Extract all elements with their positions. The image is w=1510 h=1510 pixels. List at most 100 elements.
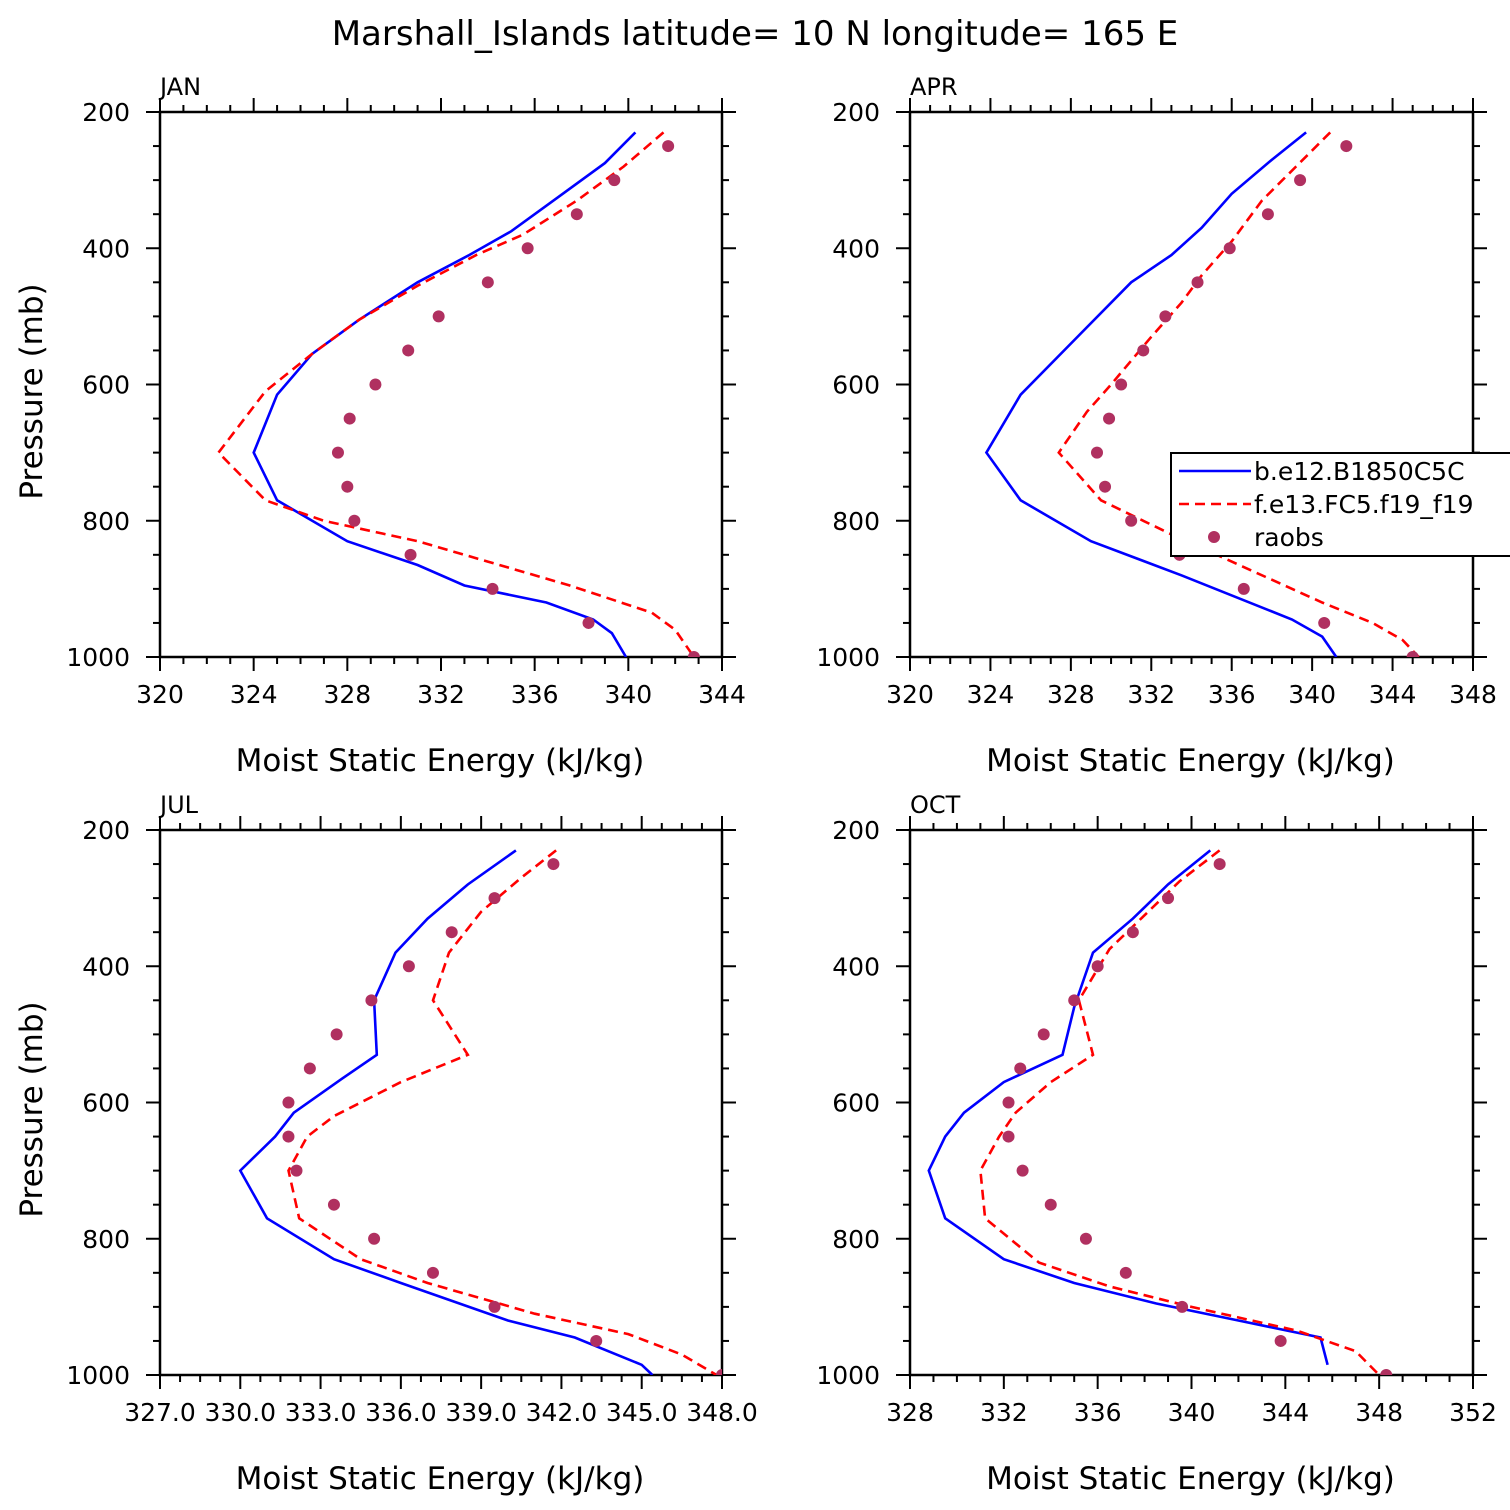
raobs-point: [1125, 514, 1138, 527]
x-tick-label: 348: [1355, 1398, 1403, 1427]
series-line-b-e12: [927, 849, 1329, 1366]
x-tick-label: 336: [1074, 1398, 1122, 1427]
y-tick-label: 200: [82, 98, 130, 127]
raobs-point: [282, 1130, 295, 1143]
raobs-point: [343, 412, 356, 425]
y-tick-label: 200: [832, 816, 880, 845]
y-tick-label: 800: [832, 1225, 880, 1254]
raobs-point: [1162, 892, 1175, 905]
y-tick-label: 800: [82, 1225, 130, 1254]
x-tick-label: 344: [1369, 680, 1417, 709]
raobs-point: [1340, 140, 1353, 153]
y-tick-label: 800: [82, 507, 130, 536]
x-tick-label: 348.0: [686, 1398, 758, 1427]
raobs-point: [303, 1062, 316, 1075]
series-line-f-e13: [287, 849, 718, 1375]
raobs-point: [1103, 412, 1116, 425]
x-tick-label: 336: [511, 680, 559, 709]
raobs-point: [1016, 1164, 1029, 1177]
raobs-point: [481, 276, 494, 289]
x-tick-label: 336: [1208, 680, 1256, 709]
raobs-point: [1002, 1096, 1015, 1109]
series-line-b-e12: [238, 849, 654, 1375]
y-tick-label: 800: [832, 507, 880, 536]
raobs-point: [365, 994, 378, 1007]
raobs-point: [590, 1334, 603, 1347]
panel-jul: 327.0 330.0 333.0 336.0 339.0 342.0 345.0 348.0…: [14, 791, 758, 1497]
raobs-point: [432, 310, 445, 323]
x-axis-label: Moist Static Energy (kJ/kg): [986, 1461, 1395, 1497]
raobs-point: [426, 1266, 439, 1279]
figure-title: Marshall_Islands latitude= 10 N longitud…: [332, 14, 1179, 54]
y-tick-label: 1000: [816, 643, 880, 672]
raobs-point: [1014, 1062, 1027, 1075]
x-tick-label: 320: [886, 680, 934, 709]
x-tick-label: 340: [1288, 680, 1336, 709]
raobs-point: [488, 892, 501, 905]
y-axis-label: Pressure (mb): [14, 283, 50, 499]
series-line-b-e12: [984, 131, 1338, 657]
x-tick-label: 330.0: [204, 1398, 276, 1427]
panel-apr: 320 324 328 332 336 340 344 348 200 400 600 800 1000…: [816, 73, 1510, 779]
raobs-point: [1261, 208, 1274, 221]
y-tick-label: 600: [82, 371, 130, 400]
x-tick-label: 340: [604, 680, 652, 709]
panel-label: JAN: [158, 73, 201, 101]
series-layer: [927, 849, 1393, 1375]
legend-entry: b.e12.B1850C5C: [1254, 457, 1465, 486]
raobs-point: [327, 1198, 340, 1211]
raobs-point: [1091, 960, 1104, 973]
raobs-point: [716, 1369, 722, 1375]
x-tick-label: 332: [980, 1398, 1028, 1427]
x-axis-label: Moist Static Energy (kJ/kg): [236, 743, 645, 779]
raobs-point: [1294, 174, 1307, 187]
x-tick-label: 332: [1127, 680, 1175, 709]
series-layer: [984, 131, 1420, 657]
y-tick-label: 600: [832, 1089, 880, 1118]
plot-frame: [908, 828, 1475, 1377]
plot-frame: [908, 110, 1475, 659]
legend-marker-raobs: [1208, 531, 1220, 543]
raobs-point: [1406, 651, 1419, 657]
x-tick-label: 348: [1449, 680, 1497, 709]
x-tick-label: 332: [417, 680, 465, 709]
y-tick-label: 200: [82, 816, 130, 845]
raobs-point: [402, 960, 415, 973]
x-axis-label: Moist Static Energy (kJ/kg): [986, 743, 1395, 779]
raobs-point: [368, 1232, 381, 1245]
panel-jan: 320 324 328 332 336 340 344 200 400 600 800 1000 JAN…: [14, 73, 746, 779]
series-layer: [216, 131, 700, 657]
x-tick-label: 344: [1261, 1398, 1309, 1427]
raobs-point: [1099, 480, 1112, 493]
panel-label: JUL: [158, 791, 199, 819]
raobs-point: [570, 208, 583, 221]
raobs-point: [687, 651, 700, 657]
x-tick-label: 340: [1168, 1398, 1216, 1427]
panel-label: OCT: [910, 791, 961, 819]
raobs-point: [488, 1300, 501, 1313]
x-tick-label: 328: [886, 1398, 934, 1427]
y-tick-label: 1000: [816, 1361, 880, 1390]
raobs-point: [1191, 276, 1204, 289]
raobs-point: [1223, 242, 1236, 255]
raobs-point: [1119, 1266, 1132, 1279]
y-axis-label: Pressure (mb): [14, 1001, 50, 1217]
series-line-f-e13: [1057, 131, 1420, 657]
x-tick-label: 352: [1449, 1398, 1497, 1427]
x-tick-label: 324: [967, 680, 1015, 709]
raobs-point: [1037, 1028, 1050, 1041]
raobs-point: [1068, 994, 1081, 1007]
raobs-point: [1237, 582, 1250, 595]
y-tick-label: 1000: [66, 643, 130, 672]
series-line-f-e13: [979, 849, 1381, 1375]
panel-label: APR: [910, 73, 958, 101]
raobs-point: [402, 344, 415, 357]
raobs-point: [1079, 1232, 1092, 1245]
raobs-point: [1318, 616, 1331, 629]
raobs-point: [290, 1164, 303, 1177]
y-tick-label: 600: [832, 371, 880, 400]
raobs-point: [1380, 1369, 1393, 1375]
series-layer: [238, 849, 722, 1375]
